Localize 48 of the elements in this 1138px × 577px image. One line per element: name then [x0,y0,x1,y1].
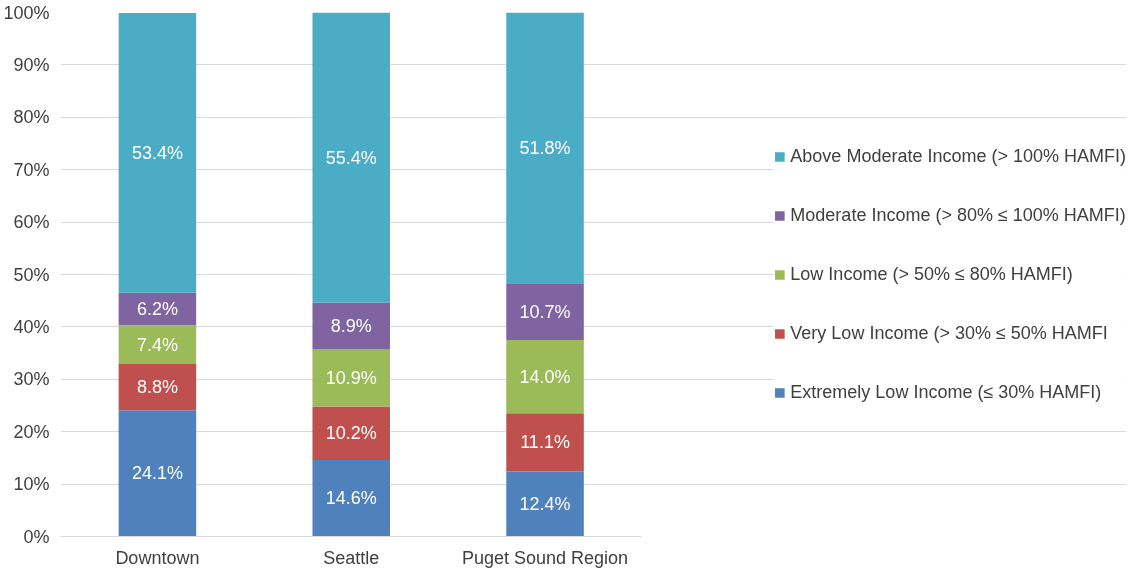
bar [506,12,584,284]
data-label: 10.9% [325,367,377,388]
data-label: 51.8% [519,138,571,159]
data-label: 8.8% [136,377,178,398]
data-label: 10.2% [325,423,377,444]
bar [118,13,197,293]
bar [312,349,390,407]
legend-label: Extremely Low Income (≤ 30% HAMFI) [790,381,1102,403]
bar [118,364,197,411]
legend-label: Very Low Income (> 30% ≤ 50% HAMFI [790,322,1108,344]
data-label: 14.6% [325,488,377,509]
data-label: 24.1% [131,463,183,484]
bar [312,12,390,303]
x-tick-label: Puget Sound Region [461,547,629,568]
bar [506,283,584,340]
legend-label: Moderate Income (> 80% ≤ 100% HAMFI) [790,204,1126,226]
y-tick-label: 70% [13,159,50,180]
data-label: 6.2% [136,299,178,320]
bar [312,460,390,537]
bar [312,406,390,460]
y-tick-label: 60% [13,212,50,233]
y-tick-label: 10% [13,474,50,495]
data-label: 12.4% [519,494,571,515]
data-label: 7.4% [136,334,178,355]
legend-label: Low Income (> 50% ≤ 80% HAMFI) [790,263,1073,285]
bar [506,413,584,472]
x-tick-label: Downtown [115,547,200,568]
bar [118,410,197,537]
bar [506,471,584,537]
data-label: 53.4% [131,142,183,163]
x-tick-label: Seattle [323,547,380,568]
y-tick-label: 50% [13,264,50,285]
y-tick-label: 100% [3,2,50,23]
data-label: 14.0% [519,366,571,387]
y-tick-label: 80% [13,107,50,128]
data-label: 55.4% [325,147,377,168]
bar [312,302,390,350]
y-tick-label: 0% [23,526,50,547]
data-label: 8.9% [330,316,372,337]
y-tick-label: 20% [13,421,50,442]
y-tick-label: 40% [13,316,50,337]
y-tick-label: 90% [13,54,50,75]
data-label: 11.1% [520,432,570,453]
y-tick-label: 30% [13,369,50,390]
data-label: 10.7% [519,301,571,322]
legend-label: Above Moderate Income (> 100% HAMFI) [790,145,1126,167]
bar [506,340,584,414]
bar [118,325,197,365]
